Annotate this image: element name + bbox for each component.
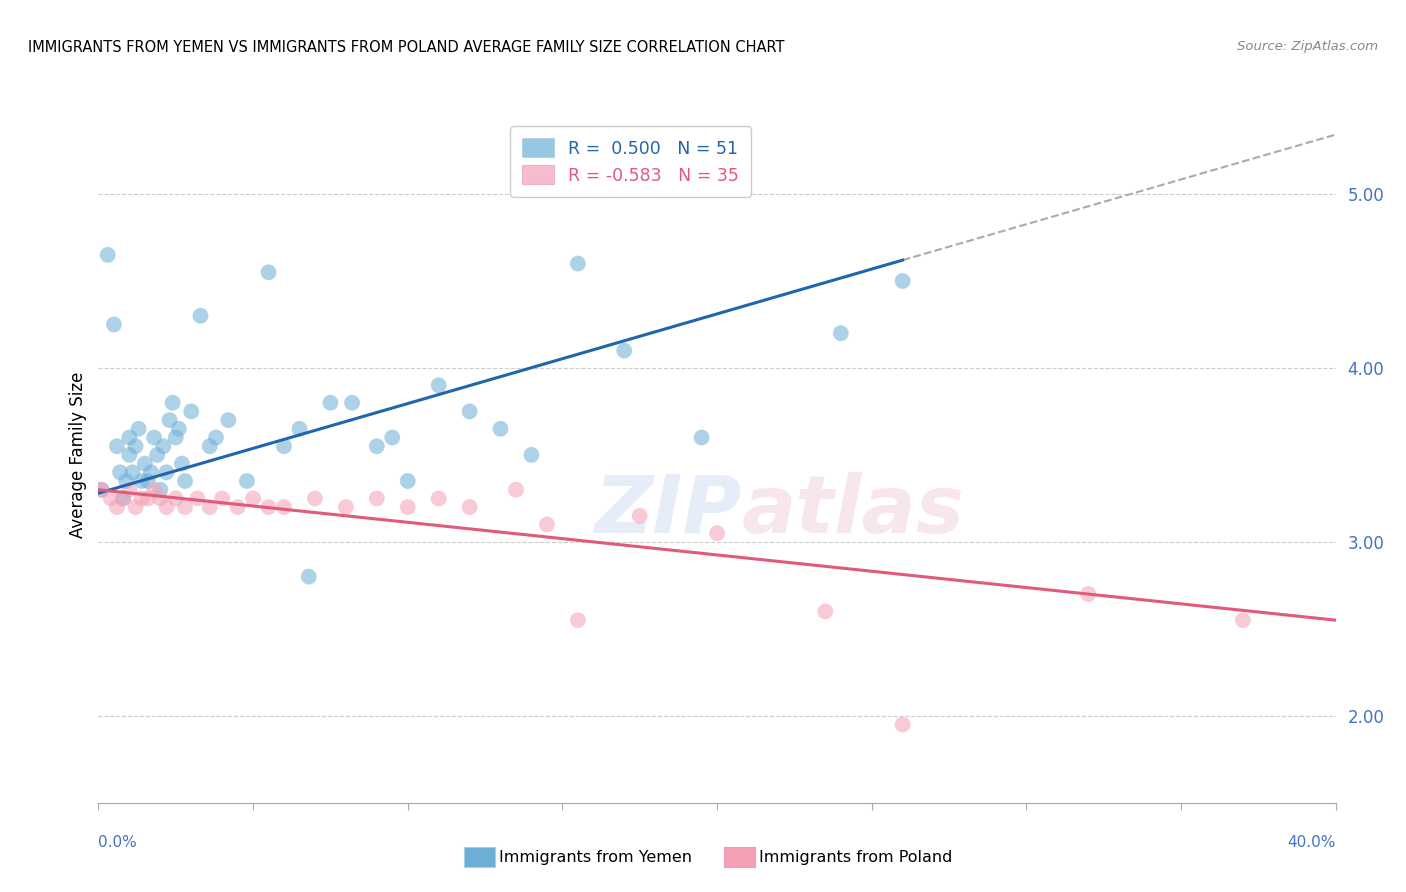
Point <box>155 466 177 480</box>
Point <box>211 491 233 506</box>
Point <box>103 318 125 332</box>
Point <box>396 474 419 488</box>
Point <box>134 457 156 471</box>
Point <box>128 422 150 436</box>
Point <box>198 500 221 514</box>
Point <box>505 483 527 497</box>
Text: ZIP: ZIP <box>595 472 742 549</box>
Point <box>143 483 166 497</box>
Text: IMMIGRANTS FROM YEMEN VS IMMIGRANTS FROM POLAND AVERAGE FAMILY SIZE CORRELATION : IMMIGRANTS FROM YEMEN VS IMMIGRANTS FROM… <box>28 40 785 55</box>
Point <box>124 439 146 453</box>
Point <box>190 309 212 323</box>
Text: 0.0%: 0.0% <box>98 836 138 850</box>
Point <box>335 500 357 514</box>
Point <box>298 570 321 584</box>
Point <box>304 491 326 506</box>
Point <box>149 483 172 497</box>
Point <box>427 491 450 506</box>
Point <box>143 431 166 445</box>
Point <box>136 491 159 506</box>
Point <box>159 413 181 427</box>
Point <box>217 413 239 427</box>
Point <box>131 491 153 506</box>
Point <box>891 717 914 731</box>
Point <box>613 343 636 358</box>
Point <box>115 474 138 488</box>
Point <box>100 491 122 506</box>
Point <box>162 396 184 410</box>
Point <box>1077 587 1099 601</box>
Point <box>257 500 280 514</box>
Point <box>174 500 197 514</box>
Point <box>180 404 202 418</box>
Point <box>340 396 363 410</box>
Point <box>567 257 589 271</box>
Point <box>167 422 190 436</box>
Point <box>628 508 651 523</box>
Point <box>112 491 135 506</box>
Point <box>112 491 135 506</box>
Point <box>273 439 295 453</box>
Point <box>170 457 193 471</box>
Point <box>131 474 153 488</box>
Point <box>396 500 419 514</box>
Point <box>458 500 481 514</box>
Text: Immigrants from Yemen: Immigrants from Yemen <box>499 850 692 864</box>
Point <box>186 491 208 506</box>
Point <box>536 517 558 532</box>
Point <box>205 431 228 445</box>
Point <box>198 439 221 453</box>
Point <box>118 483 141 497</box>
Point <box>830 326 852 341</box>
Point <box>381 431 404 445</box>
Point <box>257 265 280 279</box>
Point <box>242 491 264 506</box>
Point <box>90 483 112 497</box>
Point <box>155 500 177 514</box>
Point <box>139 466 162 480</box>
Point <box>891 274 914 288</box>
Point <box>136 474 159 488</box>
Point <box>97 248 120 262</box>
Point <box>165 491 187 506</box>
Point <box>690 431 713 445</box>
Point <box>520 448 543 462</box>
Point <box>105 500 128 514</box>
Point <box>319 396 342 410</box>
Point <box>567 613 589 627</box>
Point <box>706 526 728 541</box>
Point <box>366 439 388 453</box>
Legend: R =  0.500   N = 51, R = -0.583   N = 35: R = 0.500 N = 51, R = -0.583 N = 35 <box>510 126 751 197</box>
Point <box>149 491 172 506</box>
Text: Immigrants from Poland: Immigrants from Poland <box>759 850 953 864</box>
Text: 40.0%: 40.0% <box>1288 836 1336 850</box>
Point <box>489 422 512 436</box>
Point <box>90 483 112 497</box>
Point <box>124 500 146 514</box>
Point <box>458 404 481 418</box>
Point <box>366 491 388 506</box>
Point <box>236 474 259 488</box>
Point <box>118 448 141 462</box>
Point <box>174 474 197 488</box>
Point <box>105 439 128 453</box>
Point <box>146 448 169 462</box>
Point <box>152 439 174 453</box>
Text: atlas: atlas <box>742 472 965 549</box>
Y-axis label: Average Family Size: Average Family Size <box>69 372 87 538</box>
Text: Source: ZipAtlas.com: Source: ZipAtlas.com <box>1237 40 1378 54</box>
Point <box>1232 613 1254 627</box>
Point <box>226 500 249 514</box>
Point <box>288 422 311 436</box>
Point <box>165 431 187 445</box>
Point <box>118 431 141 445</box>
Point <box>273 500 295 514</box>
Point <box>121 466 143 480</box>
Point <box>108 466 131 480</box>
Point <box>427 378 450 392</box>
Point <box>814 605 837 619</box>
